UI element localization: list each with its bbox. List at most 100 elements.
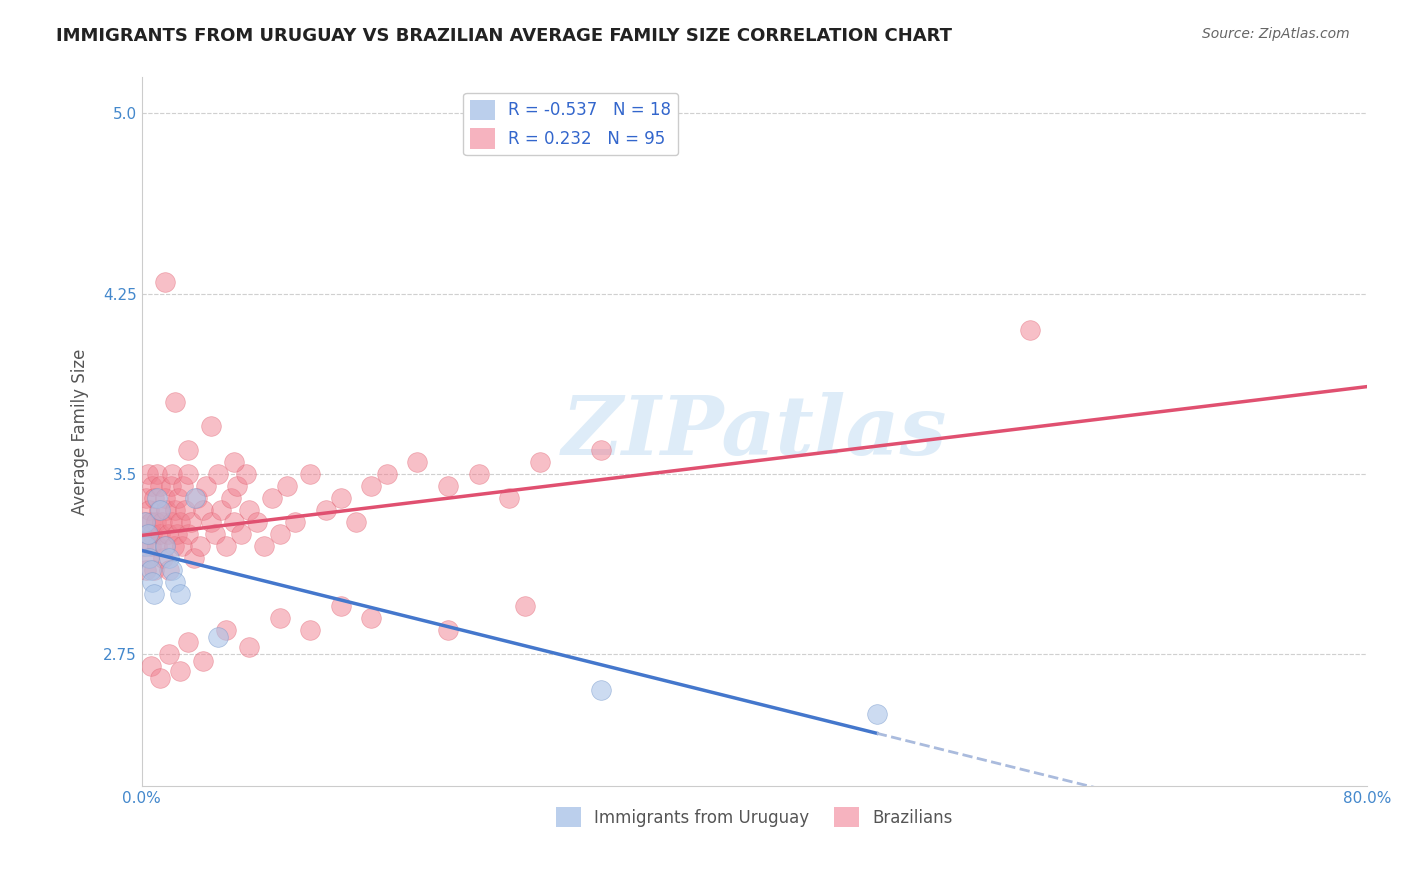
Point (360, 478, 382, 492)
Point (276, 478, 298, 492)
Point (183, 550, 205, 565)
Point (150, 515, 173, 529)
Point (191, 654, 214, 668)
Point (176, 442, 198, 457)
Point (176, 467, 198, 481)
Point (204, 526, 226, 541)
Point (299, 467, 322, 481)
Point (143, 563, 166, 577)
Point (513, 599, 536, 613)
Point (207, 630, 229, 644)
Point (136, 526, 159, 541)
Point (498, 491, 520, 505)
Point (139, 563, 162, 577)
Point (157, 563, 180, 577)
Point (153, 491, 176, 505)
Point (231, 526, 253, 541)
Point (344, 515, 367, 529)
Point (219, 491, 242, 505)
Point (143, 491, 166, 505)
Point (149, 478, 172, 492)
Point (467, 467, 489, 481)
Point (135, 563, 157, 577)
Point (169, 664, 191, 678)
Point (141, 574, 163, 589)
Point (437, 623, 460, 637)
Point (153, 539, 176, 553)
Point (162, 563, 184, 577)
Point (135, 539, 157, 553)
Point (169, 515, 191, 529)
Point (315, 502, 337, 516)
Point (149, 526, 172, 541)
Text: Source: ZipAtlas.com: Source: ZipAtlas.com (1202, 27, 1350, 41)
Point (136, 526, 159, 541)
Point (406, 455, 429, 469)
Point (169, 587, 191, 601)
Point (153, 275, 176, 289)
Point (299, 623, 322, 637)
Point (207, 467, 229, 481)
Point (152, 550, 174, 565)
Point (139, 539, 162, 553)
Point (188, 539, 211, 553)
Point (1019, 322, 1042, 336)
Point (235, 467, 257, 481)
Y-axis label: Average Family Size: Average Family Size (72, 349, 89, 515)
Point (141, 526, 163, 541)
Point (245, 515, 267, 529)
Point (134, 515, 156, 529)
Point (162, 515, 184, 529)
Point (134, 515, 156, 529)
Point (222, 515, 245, 529)
Point (215, 623, 238, 637)
Point (149, 502, 172, 516)
Point (284, 515, 307, 529)
Point (200, 515, 222, 529)
Point (155, 502, 177, 516)
Point (329, 599, 352, 613)
Point (180, 515, 202, 529)
Point (191, 502, 214, 516)
Point (238, 502, 260, 516)
Point (141, 478, 163, 492)
Point (360, 610, 382, 624)
Point (138, 550, 160, 565)
Text: IMMIGRANTS FROM URUGUAY VS BRAZILIAN AVERAGE FAMILY SIZE CORRELATION CHART: IMMIGRANTS FROM URUGUAY VS BRAZILIAN AVE… (56, 27, 952, 45)
Point (157, 647, 180, 661)
Point (375, 467, 398, 481)
Point (260, 491, 283, 505)
Point (157, 550, 180, 565)
Point (172, 478, 194, 492)
Point (176, 634, 198, 648)
Point (437, 478, 460, 492)
Point (866, 706, 889, 721)
Point (165, 574, 187, 589)
Point (165, 502, 187, 516)
Point (146, 539, 169, 553)
Point (138, 502, 160, 516)
Point (139, 658, 162, 673)
Point (149, 671, 172, 685)
Point (176, 526, 198, 541)
Point (529, 455, 551, 469)
Point (170, 539, 193, 553)
Point (209, 502, 232, 516)
Point (163, 539, 186, 553)
Point (138, 550, 160, 565)
Point (269, 526, 291, 541)
Point (153, 539, 176, 553)
Point (591, 442, 613, 457)
Point (186, 491, 208, 505)
Point (222, 455, 245, 469)
Point (167, 491, 190, 505)
Point (145, 515, 167, 529)
Point (146, 467, 169, 481)
Point (136, 467, 159, 481)
Point (184, 491, 207, 505)
Point (165, 394, 187, 409)
Point (156, 526, 179, 541)
Point (162, 467, 184, 481)
Point (269, 610, 291, 624)
Legend: Immigrants from Uruguay, Brazilians: Immigrants from Uruguay, Brazilians (548, 800, 959, 834)
